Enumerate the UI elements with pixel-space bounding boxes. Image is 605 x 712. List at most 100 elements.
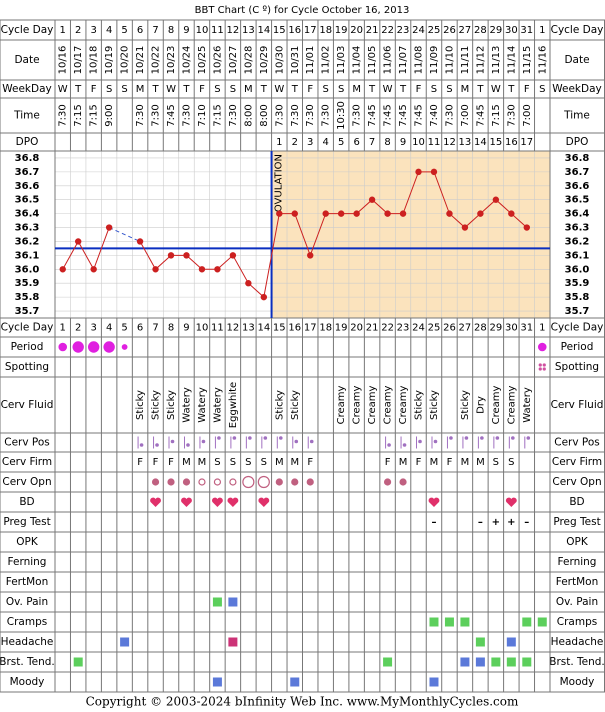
symptom-box (73, 657, 83, 667)
rotated-cell-text: Eggwhite (228, 382, 239, 428)
rotated-cell-text: 7:45 (383, 104, 394, 126)
dpo: 12 (443, 137, 456, 148)
cycle-day: 20 (350, 323, 363, 334)
bd-heart (258, 497, 270, 507)
row-label: Cerv Opn (2, 476, 51, 488)
cerv-pos-dot (449, 436, 453, 440)
row-label: Preg Test (553, 516, 600, 528)
temp-point (353, 210, 360, 217)
cerv-firm: M (461, 457, 470, 468)
weekday: F (416, 84, 422, 95)
cycle-day: 27 (459, 323, 472, 334)
cerv-firm: F (447, 457, 453, 468)
weekday: S (323, 84, 329, 95)
cycle-day: 23 (397, 25, 410, 36)
weekday: F (524, 84, 530, 95)
cerv-firm: S (230, 457, 236, 468)
temp-line (62, 227, 110, 271)
symptom-box (383, 657, 393, 667)
temp-point (492, 196, 500, 203)
symptom-box (212, 597, 222, 607)
cerv-opn (383, 478, 392, 486)
row-label: Cerv Firm (2, 456, 52, 468)
cerv-pos-dot (526, 436, 531, 440)
row-label: Cerv Fluid (1, 399, 54, 411)
cycle-day: 5 (121, 323, 127, 334)
weekday: S (338, 84, 344, 95)
rotated-cell-text: 7:30 (151, 104, 162, 126)
y-tick-label: 36.1 (15, 250, 40, 261)
rotated-cell-text: 7:15 (73, 104, 84, 126)
rotated-cell-text: 10/26 (212, 46, 223, 75)
rotated-cell-text: 10/27 (228, 46, 239, 75)
rotated-cell-text: 10/21 (135, 46, 146, 75)
row-label: Cycle Day (1, 322, 54, 334)
rotated-cell-text: 10/23 (166, 46, 177, 75)
y-tick-label: 35.7 (15, 306, 40, 317)
cerv-firm: S (508, 457, 514, 468)
rotated-cell-text: 10/29 (259, 46, 270, 75)
cerv-pos-dot (278, 436, 283, 440)
rotated-cell-text: Creamy (491, 386, 502, 425)
symptom-box (506, 657, 516, 667)
row-label: Spotting (555, 361, 599, 373)
dpo: 13 (459, 137, 472, 148)
symptom-box (506, 637, 516, 647)
cycle-day: 24 (412, 25, 425, 36)
rotated-cell-text: 8:00 (243, 104, 254, 126)
cycle-day: 15 (273, 323, 286, 334)
weekday: F (199, 84, 205, 95)
row-label: Ov. Pain (6, 596, 48, 608)
rotated-cell-text: 7:30 (506, 104, 517, 126)
temp-point (167, 252, 175, 259)
y-tick-label: 36.7 (565, 167, 590, 178)
rotated-cell-text: 7:45 (414, 104, 425, 126)
symptom-box (522, 617, 532, 627)
cerv-pos-dot (511, 436, 515, 440)
cycle-day: 10 (196, 25, 209, 36)
temp-point (430, 168, 438, 176)
cerv-opn (291, 478, 299, 486)
rotated-cell-text: 7:30 (305, 104, 316, 126)
rotated-cell-text: 11/09 (429, 46, 440, 75)
row-label: Period (561, 341, 594, 353)
temp-point (245, 280, 252, 287)
row-label: Cramps (557, 616, 597, 628)
rotated-cell-text: 7:45 (367, 104, 378, 126)
weekday: F (307, 84, 313, 95)
cerv-pos-dot (201, 439, 206, 444)
period-dot (87, 341, 100, 353)
cerv-pos-dot (418, 439, 422, 444)
cycle-day: 10 (196, 323, 209, 334)
rotated-cell-text: Sticky (135, 390, 146, 420)
cycle-day: 3 (90, 25, 96, 36)
cycle-day: 19 (335, 25, 348, 36)
cycle-day: 7 (152, 323, 158, 334)
preg-test: – (478, 517, 483, 528)
cycle-day: 30 (505, 25, 518, 36)
row-label: Cerv Opn (552, 476, 601, 488)
rotated-cell-text: 10:30 (336, 101, 347, 130)
cycle-day: 7 (152, 25, 158, 36)
rotated-cell-text: 7:30 (135, 104, 146, 126)
row-label: Spotting (5, 361, 49, 373)
weekday: S (446, 84, 452, 95)
weekday: T (182, 84, 190, 95)
cerv-pos-dot (309, 439, 314, 444)
row-label: WeekDay (552, 83, 602, 95)
temp-point (307, 252, 314, 259)
weekday: S (214, 84, 220, 95)
rotated-cell-text: 8:00 (259, 104, 270, 126)
cerv-opn (213, 478, 222, 486)
cerv-pos-dot (480, 436, 484, 440)
row-label: Moody (560, 676, 595, 688)
symptom-box (475, 637, 485, 647)
symptom-box (120, 637, 130, 647)
cycle-day: 21 (366, 323, 379, 334)
y-tick-label: 36.5 (15, 195, 40, 206)
cycle-day: 28 (474, 25, 487, 36)
weekday: T (476, 84, 484, 95)
bd-heart (212, 497, 223, 507)
rotated-cell-text: 10/28 (243, 46, 254, 75)
dpo: 2 (292, 137, 298, 148)
